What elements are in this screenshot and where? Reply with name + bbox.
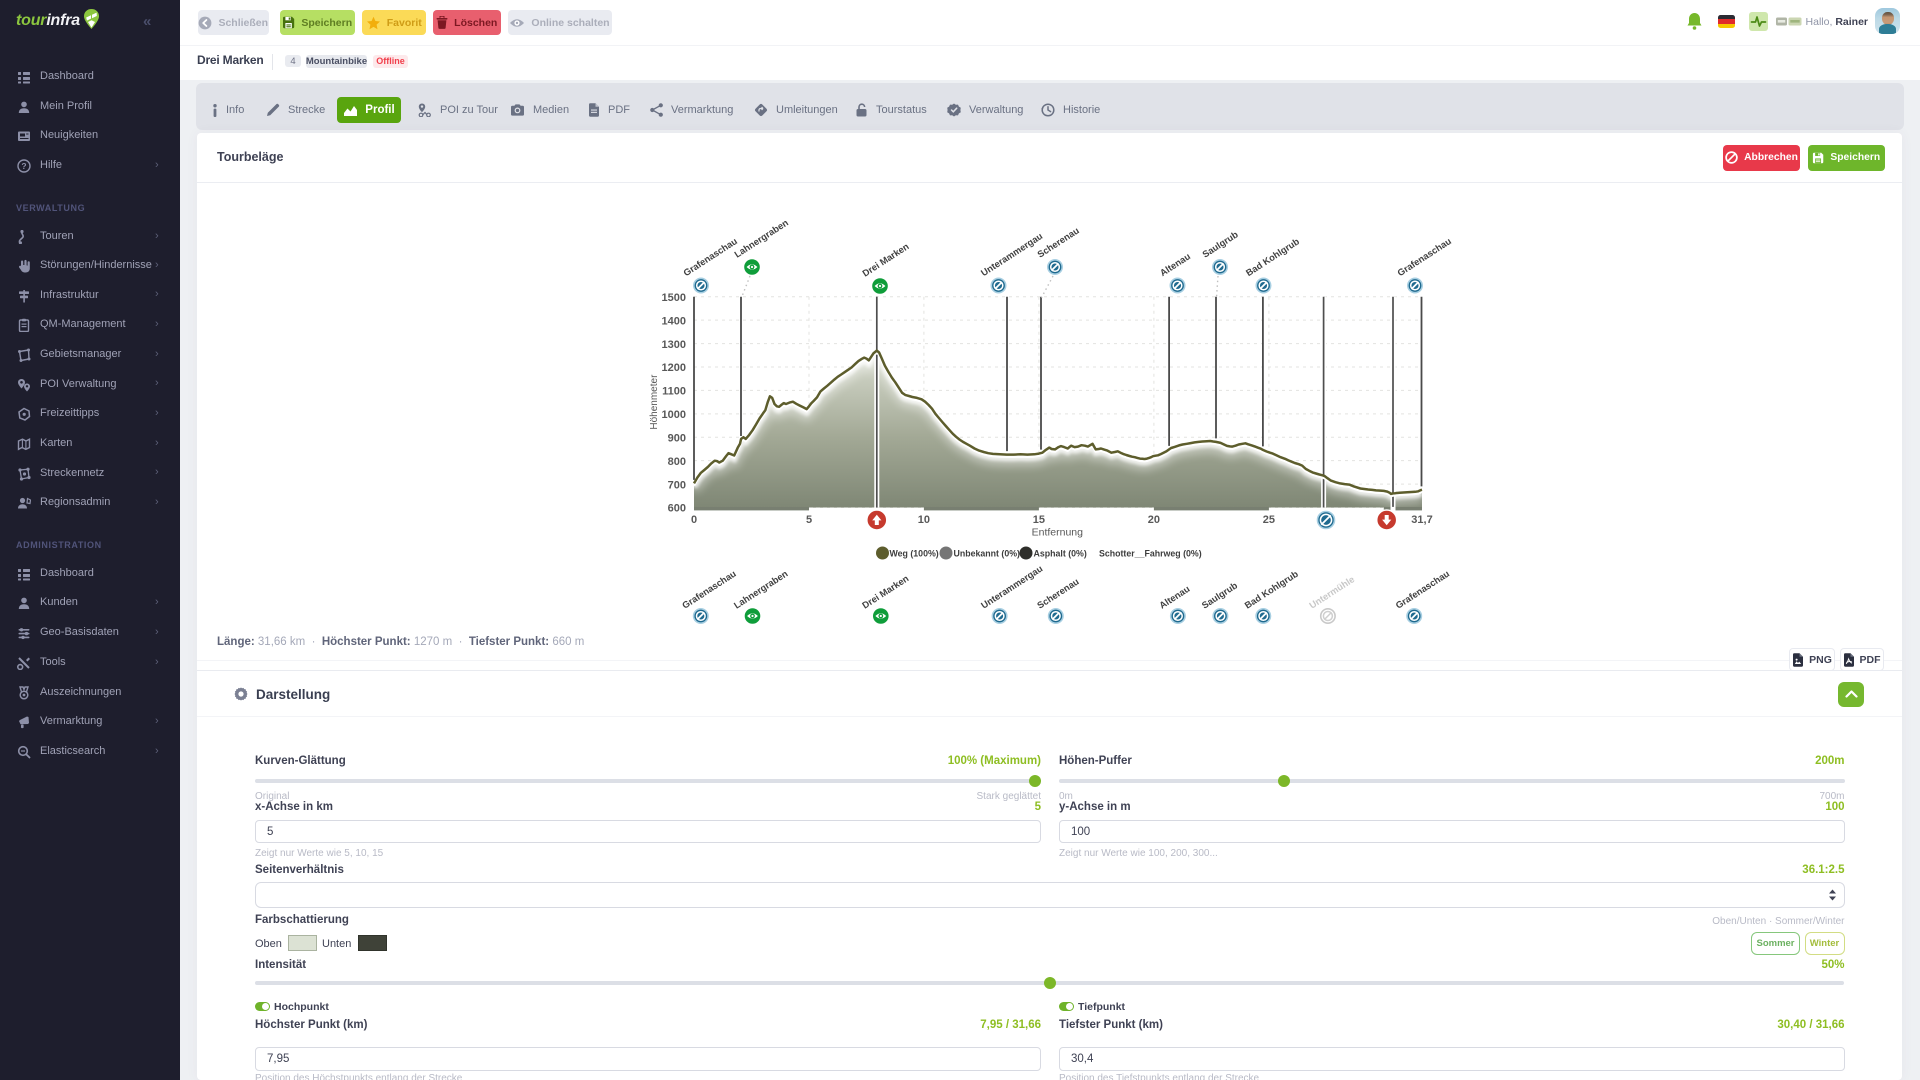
svg-text:Höhenmeter: Höhenmeter (649, 374, 660, 430)
svg-text:Grafenaschau: Grafenaschau (682, 236, 740, 278)
svg-text:1100: 1100 (662, 386, 686, 398)
svg-text:Bad Kohlgrub: Bad Kohlgrub (1243, 569, 1300, 611)
svg-text:Entfernung: Entfernung (1032, 527, 1084, 539)
svg-text:Scherenau: Scherenau (1036, 225, 1082, 259)
svg-text:Lahnergraben: Lahnergraben (732, 568, 790, 610)
svg-text:Saulgrub: Saulgrub (1201, 229, 1241, 260)
svg-text:Grafenaschau: Grafenaschau (1394, 568, 1452, 610)
svg-text:Grafenaschau: Grafenaschau (680, 568, 738, 610)
svg-text:10: 10 (918, 514, 930, 526)
svg-text:Asphalt (0%): Asphalt (0%) (1034, 549, 1087, 559)
svg-text:Saulgrub: Saulgrub (1200, 580, 1240, 611)
svg-text:900: 900 (668, 432, 686, 444)
svg-text:Schotter__Fahrweg (0%): Schotter__Fahrweg (0%) (1099, 549, 1202, 559)
svg-text:Lahnergraben: Lahnergraben (733, 217, 791, 259)
svg-text:Bad Kohlgrub: Bad Kohlgrub (1244, 236, 1301, 278)
svg-text:15: 15 (1033, 514, 1045, 526)
svg-text:5: 5 (806, 514, 812, 526)
svg-text:20: 20 (1148, 514, 1160, 526)
svg-text:Grafenaschau: Grafenaschau (1396, 236, 1454, 278)
svg-text:700: 700 (668, 479, 686, 491)
svg-text:Altenau: Altenau (1158, 251, 1192, 278)
svg-text:Weg (100%): Weg (100%) (890, 549, 939, 559)
svg-text:1200: 1200 (662, 362, 686, 374)
svg-text:1400: 1400 (662, 315, 686, 327)
svg-text:31,7: 31,7 (1411, 514, 1432, 526)
svg-text:1300: 1300 (662, 339, 686, 351)
svg-text:25: 25 (1263, 514, 1275, 526)
svg-text:Untermühle: Untermühle (1308, 574, 1357, 611)
svg-text:Drei Marken: Drei Marken (861, 241, 911, 279)
svg-text:1500: 1500 (662, 292, 686, 304)
svg-text:Unterammergau: Unterammergau (979, 231, 1045, 278)
svg-text:800: 800 (668, 456, 686, 468)
svg-text:Scherenau: Scherenau (1035, 576, 1081, 610)
svg-text:0: 0 (691, 514, 697, 526)
svg-text:?: ? (21, 161, 26, 171)
svg-text:Unterammergau: Unterammergau (979, 563, 1045, 610)
svg-text:Altenau: Altenau (1158, 584, 1192, 611)
svg-text:Drei Marken: Drei Marken (860, 573, 910, 611)
svg-text:Unbekannt (0%): Unbekannt (0%) (954, 549, 1021, 559)
svg-text:1000: 1000 (662, 409, 686, 421)
svg-text:600: 600 (668, 503, 686, 515)
